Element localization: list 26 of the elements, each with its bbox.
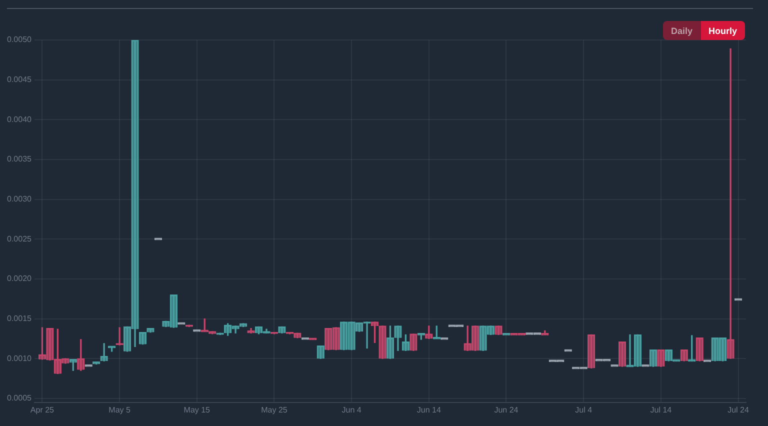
candlestick bbox=[178, 322, 186, 325]
text: Daily bbox=[663, 21, 701, 40]
y-tick-label: 0.0005 bbox=[7, 394, 32, 403]
y-tick-label: 0.0020 bbox=[7, 274, 32, 284]
text: Hourly bbox=[700, 21, 746, 40]
x-tick-label: Jun 14 bbox=[416, 405, 442, 414]
candlestick bbox=[704, 360, 712, 362]
x-tick-label: Jul 24 bbox=[728, 405, 750, 414]
candlestick bbox=[726, 48, 734, 359]
x-tick-label: May 5 bbox=[108, 405, 131, 414]
y-tick-label: 0.0050 bbox=[7, 35, 32, 44]
x-tick-label: May 25 bbox=[261, 405, 288, 414]
x-tick-label: Jun 4 bbox=[342, 405, 362, 414]
y-tick-label: 0.0025 bbox=[7, 234, 32, 244]
x-tick-label: Jul 14 bbox=[650, 405, 672, 414]
x-tick-label: May 15 bbox=[184, 405, 211, 414]
candlestick bbox=[116, 327, 124, 346]
y-tick-label: 0.0010 bbox=[7, 354, 32, 363]
y-tick-label: 0.0045 bbox=[7, 75, 32, 84]
x-tick-label: Jul 4 bbox=[575, 405, 593, 414]
y-tick-label: 0.0030 bbox=[7, 194, 32, 204]
x-tick-label: Jun 24 bbox=[494, 405, 519, 414]
y-tick-label: 0.0015 bbox=[7, 314, 32, 323]
x-tick-label: Apr 25 bbox=[30, 405, 55, 414]
y-tick-label: 0.0035 bbox=[7, 154, 32, 164]
y-tick-label: 0.0040 bbox=[7, 114, 32, 124]
